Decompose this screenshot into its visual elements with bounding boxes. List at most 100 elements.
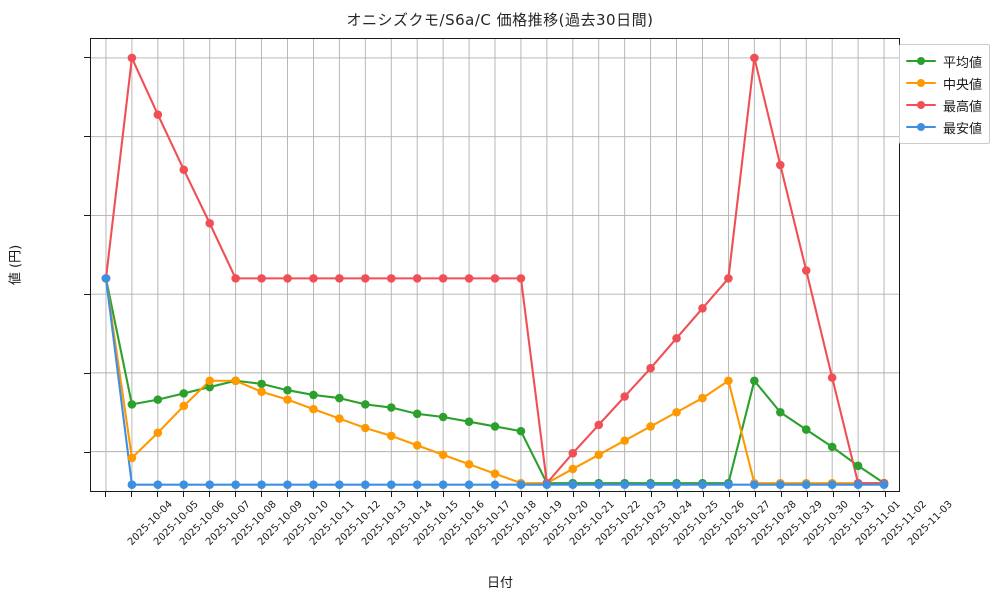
x-axis-tick-mark <box>339 492 340 497</box>
x-axis-tick-mark <box>365 492 366 497</box>
data-point <box>464 274 474 283</box>
y-axis-tick-mark <box>84 56 90 58</box>
data-point <box>490 274 500 283</box>
y-axis-label: 値 (円) <box>8 244 24 286</box>
data-point <box>672 480 681 489</box>
data-point <box>309 404 318 414</box>
x-axis-tick-mark <box>417 492 418 497</box>
data-point <box>853 480 863 489</box>
x-axis-tick-mark <box>391 492 392 497</box>
x-axis-tick-mark <box>521 492 522 497</box>
data-point <box>801 266 811 275</box>
x-axis-tick-mark <box>703 492 704 497</box>
data-point <box>620 480 629 489</box>
data-point <box>568 464 578 474</box>
data-point <box>750 480 759 489</box>
x-axis-tick-mark <box>599 492 600 497</box>
series-line <box>104 277 886 485</box>
data-point <box>438 450 448 460</box>
data-point <box>412 274 422 283</box>
data-point <box>205 376 214 386</box>
legend-item[interactable]: 平均値 <box>905 50 982 72</box>
x-axis-tick-mark <box>313 492 314 497</box>
x-axis-tick-mark <box>495 492 496 497</box>
x-axis-tick-mark <box>885 492 886 497</box>
x-axis-tick-mark <box>183 492 184 497</box>
data-point <box>827 480 837 489</box>
data-point <box>257 480 266 489</box>
data-point <box>646 480 655 489</box>
data-point <box>335 274 344 283</box>
data-point <box>257 379 266 389</box>
data-point <box>361 400 370 409</box>
data-point <box>646 422 655 431</box>
chart-title: オニシズクモ/S6a/C 価格推移(過去30日間) <box>346 11 654 29</box>
x-axis-tick-mark <box>131 492 132 497</box>
legend-item[interactable]: 最高値 <box>905 94 982 116</box>
data-point <box>205 382 214 392</box>
data-point <box>438 412 448 422</box>
data-point <box>386 431 396 441</box>
y-axis-tick-mark <box>84 215 90 217</box>
data-point <box>361 480 370 489</box>
data-point <box>283 395 292 404</box>
data-point <box>490 422 500 431</box>
data-point <box>620 436 629 445</box>
data-point <box>412 409 422 419</box>
x-axis-tick-mark <box>651 492 652 497</box>
data-point <box>127 453 137 463</box>
legend-color-swatch <box>905 77 936 89</box>
data-point <box>309 480 318 489</box>
data-point <box>724 274 733 283</box>
data-point <box>361 274 370 283</box>
data-point <box>153 428 163 438</box>
x-axis-tick-mark <box>859 492 860 497</box>
x-axis-tick-mark <box>547 492 548 497</box>
x-axis-tick-mark <box>781 492 782 497</box>
x-axis-label: 日付 <box>486 576 513 591</box>
data-point <box>438 274 448 283</box>
data-point <box>698 480 707 489</box>
data-point <box>724 376 733 386</box>
legend-item-label: 最高値 <box>942 99 982 115</box>
data-point <box>594 420 604 430</box>
data-point <box>309 390 318 400</box>
data-point <box>386 274 396 283</box>
y-axis-tick-mark <box>84 452 90 454</box>
data-point <box>412 441 422 450</box>
legend-item-label: 最安値 <box>942 121 982 137</box>
data-point <box>179 480 189 489</box>
data-point <box>750 53 759 63</box>
x-axis-tick-mark <box>261 492 262 497</box>
data-point <box>516 274 526 283</box>
chart-legend[interactable]: 平均値 中央値最高値最安値 <box>898 44 990 144</box>
data-point <box>438 480 448 489</box>
data-series-layer <box>101 53 889 489</box>
x-axis-tick-mark <box>105 492 106 497</box>
data-point <box>490 480 500 489</box>
plot-area <box>90 38 900 492</box>
data-point <box>568 448 578 458</box>
data-point <box>179 389 189 398</box>
data-point <box>127 53 137 63</box>
data-point <box>490 469 500 478</box>
data-point <box>698 393 707 403</box>
x-axis-tick-mark <box>443 492 444 497</box>
legend-item[interactable]: 最安値 <box>905 116 982 138</box>
data-point <box>542 480 552 489</box>
data-point <box>283 385 292 395</box>
data-point <box>335 480 344 489</box>
data-point <box>412 480 422 489</box>
data-point <box>335 414 344 423</box>
data-point <box>386 480 396 489</box>
x-axis-tick-mark <box>807 492 808 497</box>
y-axis-tick-mark <box>84 136 90 138</box>
x-axis-tick-mark <box>573 492 574 497</box>
x-axis-tick-mark <box>209 492 210 497</box>
data-point <box>620 392 629 401</box>
legend-item[interactable]: 中央値 <box>905 72 982 94</box>
data-point <box>464 417 474 426</box>
data-point <box>672 407 681 417</box>
data-point <box>205 480 214 489</box>
legend-color-swatch <box>905 55 936 67</box>
